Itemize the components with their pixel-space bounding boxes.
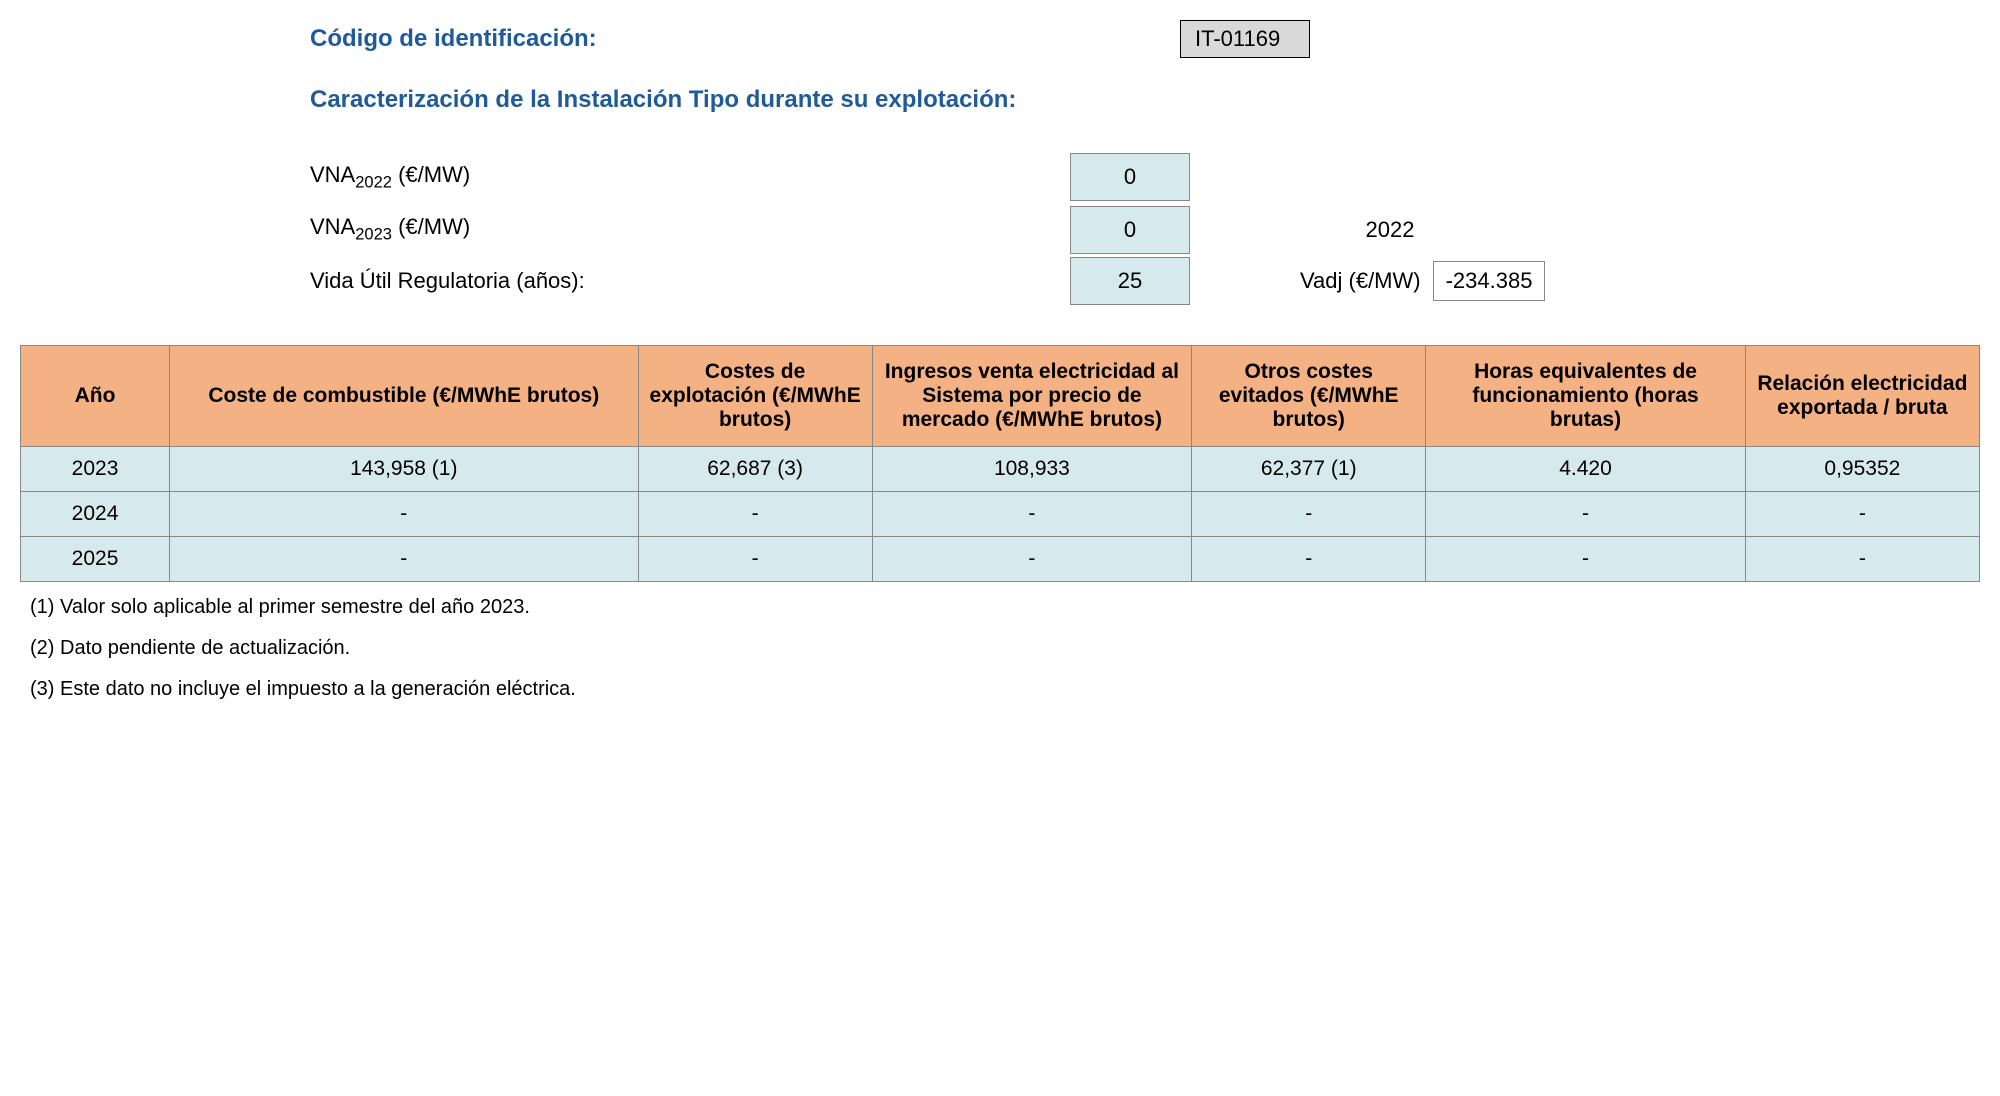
vida-row: Vida Útil Regulatoria (años): 25 Vadj (€… — [310, 257, 1980, 305]
cell-rel: 0,95352 — [1745, 446, 1979, 491]
cell-horas: - — [1426, 491, 1745, 536]
vna2022-value: 0 — [1070, 153, 1190, 201]
th-ano: Año — [21, 345, 170, 446]
cell-exp: - — [638, 536, 872, 581]
year-side: 2022 — [1300, 217, 1480, 243]
vna2023-row: VNA2023 (€/MW) 0 2022 — [310, 204, 1980, 254]
cell-exp: 62,687 (3) — [638, 446, 872, 491]
table-head: Año Coste de combustible (€/MWhE brutos)… — [21, 345, 1980, 446]
th-rel: Relación electricidad exportada / bruta — [1745, 345, 1979, 446]
th-exp: Costes de explotación (€/MWhE brutos) — [638, 345, 872, 446]
cell-horas: - — [1426, 536, 1745, 581]
vadj-label: Vadj (€/MW) — [1300, 268, 1421, 294]
cell-ano: 2024 — [21, 491, 170, 536]
cell-otros: 62,377 (1) — [1192, 446, 1426, 491]
vida-value: 25 — [1070, 257, 1190, 305]
vna2023-label: VNA2023 (€/MW) — [310, 204, 1070, 254]
cell-ano: 2023 — [21, 446, 170, 491]
code-row: Código de identificación: IT-01169 — [310, 20, 1980, 58]
cell-ing: 108,933 — [872, 446, 1191, 491]
cell-otros: - — [1192, 491, 1426, 536]
cell-ing: - — [872, 491, 1191, 536]
cell-rel: - — [1745, 536, 1979, 581]
cell-ing: - — [872, 536, 1191, 581]
code-value-box: IT-01169 — [1180, 20, 1310, 58]
footnote-2: (2) Dato pendiente de actualización. — [30, 637, 1980, 660]
vna2022-prefix: VNA — [310, 162, 355, 187]
cell-ano: 2025 — [21, 536, 170, 581]
table-row: 2024 - - - - - - — [21, 491, 1980, 536]
cell-rel: - — [1745, 491, 1979, 536]
cell-coste: - — [170, 491, 638, 536]
footnote-1: (1) Valor solo aplicable al primer semes… — [30, 596, 1980, 619]
document-container: Código de identificación: IT-01169 Carac… — [20, 20, 1980, 701]
table-row: 2023 143,958 (1) 62,687 (3) 108,933 62,3… — [21, 446, 1980, 491]
section-title: Caracterización de la Instalación Tipo d… — [310, 86, 1980, 114]
vna2022-unit: (€/MW) — [392, 162, 470, 187]
vna2023-prefix: VNA — [310, 214, 355, 239]
cell-exp: - — [638, 491, 872, 536]
th-coste: Coste de combustible (€/MWhE brutos) — [170, 345, 638, 446]
data-table: Año Coste de combustible (€/MWhE brutos)… — [20, 345, 1980, 582]
header-section: Código de identificación: IT-01169 Carac… — [20, 20, 1980, 305]
vna2023-sub: 2023 — [355, 226, 392, 244]
vida-label: Vida Útil Regulatoria (años): — [310, 258, 1070, 304]
table-row: 2025 - - - - - - — [21, 536, 1980, 581]
th-horas: Horas equivalentes de funcionamiento (ho… — [1426, 345, 1745, 446]
cell-coste: - — [170, 536, 638, 581]
th-ing: Ingresos venta electricidad al Sistema p… — [872, 345, 1191, 446]
table-body: 2023 143,958 (1) 62,687 (3) 108,933 62,3… — [21, 446, 1980, 581]
vna2023-unit: (€/MW) — [392, 214, 470, 239]
th-otros: Otros costes evitados (€/MWhE brutos) — [1192, 345, 1426, 446]
vna2023-value: 0 — [1070, 206, 1190, 254]
footnotes: (1) Valor solo aplicable al primer semes… — [20, 596, 1980, 701]
code-label: Código de identificación: — [310, 25, 1180, 53]
cell-horas: 4.420 — [1426, 446, 1745, 491]
cell-coste: 143,958 (1) — [170, 446, 638, 491]
vna2022-row: VNA2022 (€/MW) 0 — [310, 152, 1980, 202]
table-header-row: Año Coste de combustible (€/MWhE brutos)… — [21, 345, 1980, 446]
vadj-side: Vadj (€/MW) -234.385 — [1300, 261, 1545, 301]
footnote-3: (3) Este dato no incluye el impuesto a l… — [30, 678, 1980, 701]
vna2022-label: VNA2022 (€/MW) — [310, 152, 1070, 202]
vna2022-sub: 2022 — [355, 173, 392, 191]
vadj-value: -234.385 — [1433, 261, 1546, 301]
cell-otros: - — [1192, 536, 1426, 581]
